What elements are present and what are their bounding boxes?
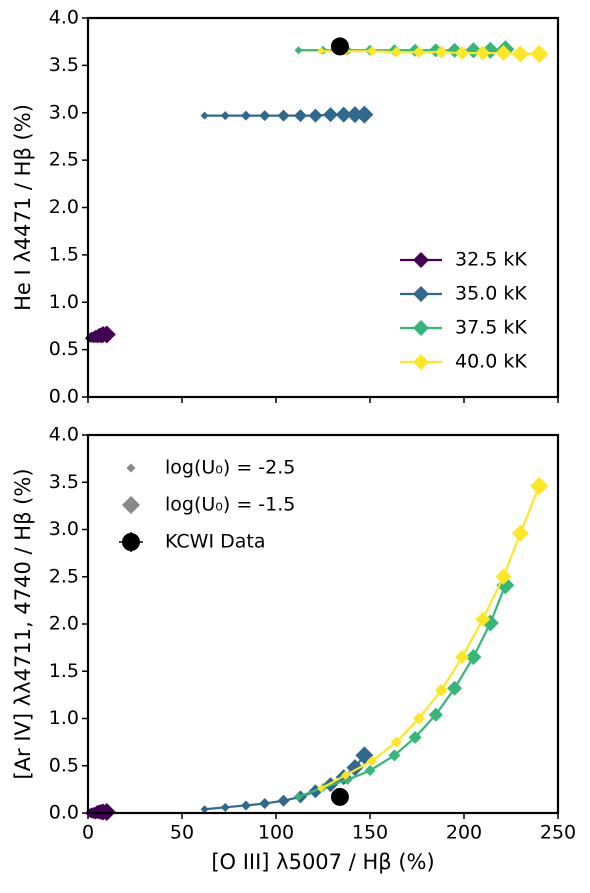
y-axis-label: [Ar IV] λλ4711, 4740 / Hβ (%) (11, 468, 35, 779)
marker (364, 764, 376, 776)
marker (511, 45, 529, 63)
marker (412, 712, 425, 725)
marker (366, 46, 377, 57)
marker (220, 111, 230, 121)
observed-point (330, 37, 349, 56)
y-tick-label: 0.0 (49, 802, 79, 824)
y-tick-label: 1.0 (49, 291, 79, 313)
marker (341, 770, 351, 780)
marker (240, 800, 251, 811)
marker (240, 110, 251, 121)
y-tick-label: 3.0 (49, 518, 79, 540)
marker (495, 45, 512, 62)
y-tick-label: 1.5 (49, 243, 79, 265)
marker (465, 649, 482, 666)
marker (335, 106, 352, 123)
marker (97, 325, 116, 344)
marker (390, 46, 402, 58)
marker (511, 524, 529, 542)
observed-point (330, 787, 349, 806)
x-tick-label: 50 (170, 822, 194, 844)
x-axis-label: [O III] λ5007 / Hβ (%) (211, 850, 434, 874)
marker (447, 680, 463, 696)
marker (293, 109, 307, 123)
legend-label: KCWI Data (165, 531, 265, 553)
marker (259, 798, 271, 810)
x-tick-label: 100 (258, 822, 294, 844)
marker (220, 802, 230, 812)
legend-marker (413, 286, 429, 302)
y-tick-label: 2.5 (49, 565, 79, 587)
y-tick-label: 1.0 (49, 707, 79, 729)
legend-marker (413, 320, 429, 336)
marker (259, 110, 271, 122)
marker (455, 46, 470, 61)
y-tick-label: 2.0 (49, 196, 79, 218)
x-tick-label: 150 (352, 822, 388, 844)
marker (475, 611, 491, 627)
marker (277, 794, 290, 807)
marker (317, 47, 326, 56)
x-tick-label: 250 (540, 822, 576, 844)
legend-label: 40.0 kK (455, 351, 527, 373)
axes-frame (86, 16, 560, 399)
legend-label: log(U₀) = -1.5 (165, 494, 295, 516)
legend-marker (413, 354, 429, 370)
legend-label: 37.5 kK (455, 317, 527, 339)
x-tick-label: 0 (82, 822, 94, 844)
legend-marker (122, 533, 140, 551)
series-line (320, 485, 541, 790)
y-tick-label: 3.5 (49, 54, 79, 76)
marker (428, 707, 443, 722)
y-tick-label: 0.5 (49, 338, 79, 360)
marker (346, 106, 364, 124)
series-line (298, 584, 507, 798)
legend-label: 35.0 kK (455, 283, 527, 305)
y-tick-label: 3.5 (49, 471, 79, 493)
y-tick-label: 3.0 (49, 101, 79, 123)
x-tick-label: 200 (446, 822, 482, 844)
marker (200, 805, 209, 814)
marker (412, 46, 425, 59)
y-tick-label: 0.0 (49, 386, 79, 408)
marker (408, 730, 422, 744)
y-tick-label: 1.5 (49, 660, 79, 682)
marker (294, 792, 303, 801)
marker (355, 105, 374, 124)
legend-marker (122, 496, 140, 514)
marker (495, 568, 512, 585)
axes-frame (86, 433, 560, 815)
y-tick-label: 2.0 (49, 613, 79, 635)
marker (390, 736, 402, 748)
marker (323, 107, 339, 123)
marker (317, 784, 326, 793)
legend-label: log(U₀) = -2.5 (165, 457, 295, 479)
marker (530, 45, 549, 64)
y-tick-label: 2.5 (49, 149, 79, 171)
y-tick-label: 4.0 (49, 7, 79, 29)
marker (530, 477, 549, 496)
marker (200, 111, 209, 120)
marker (277, 109, 290, 122)
marker (434, 683, 448, 697)
legend-marker (126, 463, 136, 473)
marker (366, 756, 377, 767)
legend-marker (413, 252, 429, 268)
legend-label: 32.5 kK (455, 249, 527, 271)
marker (434, 45, 448, 59)
y-tick-label: 0.5 (49, 754, 79, 776)
marker (308, 108, 323, 123)
y-tick-label: 4.0 (49, 424, 79, 446)
y-axis-label: He I λ4471 / Hβ (%) (11, 104, 35, 311)
marker (455, 650, 470, 665)
marker (475, 45, 491, 61)
marker (294, 46, 303, 55)
marker (388, 749, 401, 762)
